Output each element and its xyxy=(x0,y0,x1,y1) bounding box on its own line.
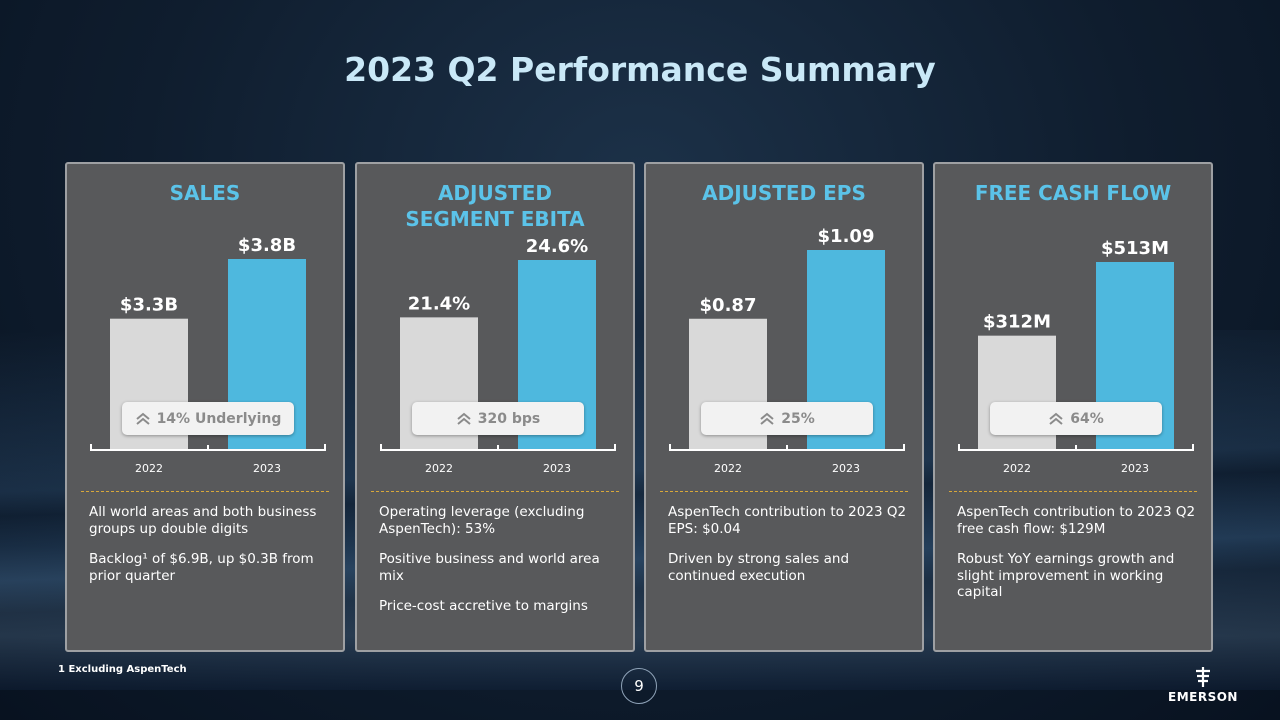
bullet-list: AspenTech contribution to 2023 Q2 free c… xyxy=(957,504,1197,615)
tick-label: 2023 xyxy=(1121,462,1149,475)
data-label: 24.6% xyxy=(526,236,588,257)
page-title: 2023 Q2 Performance Summary xyxy=(344,50,936,89)
growth-badge: 25% xyxy=(701,402,873,435)
bullet-list: AspenTech contribution to 2023 Q2 EPS: $… xyxy=(668,504,908,598)
emerson-logo: EMERSON xyxy=(1160,666,1246,706)
card-sales: SALES $3.3B 2022 $3.8B 2023 14% Underlying … xyxy=(65,162,345,652)
emerson-logo-icon xyxy=(1196,667,1210,687)
bullet-item: Price-cost accretive to margins xyxy=(379,598,588,614)
bar-chart-free-cash-flow: $312M 2022 $513M 2023 xyxy=(958,238,1194,475)
bullet-item: All world areas and both business groups… xyxy=(89,504,317,537)
card-title: ADJUSTED EPS xyxy=(702,181,866,205)
card-adjusted-eps: ADJUSTED EPS $0.87 2022 $1.09 2023 25% Aspe… xyxy=(644,162,924,652)
data-label: $3.3B xyxy=(120,295,178,316)
x-axis xyxy=(90,444,326,451)
bar-chart-eps: $0.87 2022 $1.09 2023 xyxy=(669,226,905,475)
logo-text: EMERSON xyxy=(1168,690,1238,704)
card-title: FREE CASH FLOW xyxy=(974,181,1172,205)
badge-text: 320 bps xyxy=(477,410,541,427)
card-adjusted-segment-ebita: ADJUSTED SEGMENT EBITA 21.4% 2022 24.6% 202… xyxy=(355,162,635,652)
x-axis xyxy=(380,444,616,451)
bullet-item: Positive business and world area mix xyxy=(379,551,600,584)
data-label: $1.09 xyxy=(818,226,875,247)
double-chevron-up-icon xyxy=(760,412,774,425)
bullet-item: Operating leverage (excluding AspenTech)… xyxy=(379,504,585,537)
double-chevron-up-icon xyxy=(135,412,150,425)
page-number-text: 9 xyxy=(634,677,644,695)
double-chevron-up-icon xyxy=(457,412,471,425)
divider xyxy=(371,491,619,492)
footnote: 1 Excluding AspenTech xyxy=(58,664,187,675)
tick-label: 2023 xyxy=(253,462,281,475)
data-label: $513M xyxy=(1101,238,1169,259)
bar-chart-ebita: 21.4% 2022 24.6% 2023 xyxy=(380,236,616,475)
bullet-item: Robust YoY earnings growth and slight im… xyxy=(957,551,1175,600)
card-title: SALES xyxy=(169,181,241,205)
tick-label: 2022 xyxy=(135,462,163,475)
tick-label: 2023 xyxy=(543,462,571,475)
tick-label: 2022 xyxy=(1003,462,1031,475)
divider xyxy=(81,491,329,492)
badge-text: 14% Underlying xyxy=(156,410,282,427)
divider xyxy=(660,491,908,492)
tick-label: 2022 xyxy=(714,462,742,475)
bullet-list: Operating leverage (excluding AspenTech)… xyxy=(379,504,619,629)
data-label: 21.4% xyxy=(408,293,470,314)
badge-text: 64% xyxy=(1070,410,1104,427)
x-axis xyxy=(958,444,1194,451)
divider xyxy=(949,491,1197,492)
bullet-item: AspenTech contribution to 2023 Q2 EPS: $… xyxy=(668,504,907,537)
data-label: $3.8B xyxy=(238,235,296,256)
data-label: $312M xyxy=(983,312,1051,333)
bullet-item: AspenTech contribution to 2023 Q2 free c… xyxy=(957,504,1196,537)
bar-chart-sales: $3.3B 2022 $3.8B 2023 xyxy=(90,235,326,475)
badge-text: 25% xyxy=(781,410,815,427)
data-label: $0.87 xyxy=(700,295,757,316)
bullet-list: All world areas and both business groups… xyxy=(89,504,329,598)
tick-label: 2023 xyxy=(832,462,860,475)
double-chevron-up-icon xyxy=(1049,412,1063,425)
growth-badge: 64% xyxy=(990,402,1162,435)
tick-label: 2022 xyxy=(425,462,453,475)
card-title: ADJUSTED SEGMENT EBITA xyxy=(405,181,585,231)
bullet-item: Backlog¹ of $6.9B, up $0.3B from prior q… xyxy=(89,551,314,584)
growth-badge: 320 bps xyxy=(412,402,584,435)
page-number: 9 xyxy=(621,668,657,704)
x-axis xyxy=(669,444,905,451)
growth-badge: 14% Underlying xyxy=(122,402,294,435)
card-free-cash-flow: FREE CASH FLOW $312M 2022 $513M 2023 64% As… xyxy=(933,162,1213,652)
bullet-item: Driven by strong sales and continued exe… xyxy=(668,551,850,584)
